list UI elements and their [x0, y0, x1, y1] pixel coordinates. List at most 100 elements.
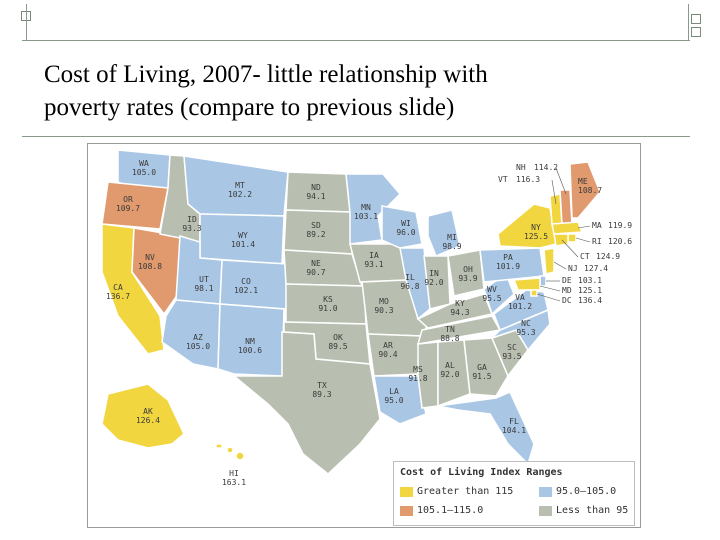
state-value-nd: 94.1 [306, 192, 325, 201]
slide-title-line-1: Cost of Living, 2007- little relationshi… [44, 61, 488, 88]
state-me [569, 161, 601, 219]
state-value-la: 95.0 [384, 396, 403, 405]
state-value-ia: 93.1 [364, 260, 383, 269]
state-code-al: AL [445, 361, 455, 370]
state-value-mi: 98.9 [442, 242, 461, 251]
state-value-wa: 105.0 [132, 168, 156, 177]
state-code-co: CO [241, 277, 251, 286]
legend-label: 95.0–105.0 [556, 486, 617, 497]
state-il [399, 247, 431, 321]
state-value-or: 109.7 [116, 204, 140, 213]
state-code-nm: NM [245, 337, 255, 346]
state-code-or: OR [123, 195, 133, 204]
state-code-nv: NV [145, 253, 155, 262]
slide-title: Cost of Living, 2007- little relationshi… [44, 58, 684, 124]
state-value-in: 92.0 [424, 278, 443, 287]
state-value-ks: 91.0 [318, 304, 337, 313]
state-code-hi: HI [229, 469, 239, 478]
state-md [512, 277, 541, 291]
state-value-vt: 116.3 [516, 175, 540, 184]
state-ny [497, 203, 557, 249]
state-az [161, 299, 221, 370]
state-ky [416, 293, 494, 329]
state-value-ms: 91.8 [408, 374, 427, 383]
state-value-tx: 89.3 [312, 390, 331, 399]
state-code-mn: MN [361, 203, 371, 212]
state-code-de: DE [562, 276, 572, 285]
state-va [493, 289, 549, 331]
state-value-wy: 101.4 [231, 240, 255, 249]
state-value-co: 102.1 [234, 286, 258, 295]
state-value-ct: 124.9 [596, 252, 620, 261]
state-code-tx: TX [317, 381, 327, 390]
state-value-fl: 104.1 [502, 426, 526, 435]
state-value-nc: 95.3 [516, 328, 535, 337]
state-value-va: 101.2 [508, 302, 532, 311]
legend-label: Greater than 115 [417, 486, 514, 497]
state-value-az: 105.0 [186, 342, 210, 351]
legend-swatch-orange [400, 505, 413, 516]
state-value-ar: 90.4 [378, 350, 397, 359]
state-nh [559, 189, 573, 225]
state-la [373, 375, 427, 425]
legend-swatch-yellow [400, 486, 413, 497]
state-value-mo: 90.3 [374, 306, 393, 315]
legend-item-greater-than-115: Greater than 115 [400, 486, 513, 497]
state-mi [427, 209, 461, 257]
state-code-va: VA [515, 293, 525, 302]
state-or [101, 181, 169, 230]
legend-label: 105.1–115.0 [417, 505, 484, 516]
state-code-mt: MT [235, 181, 245, 190]
state-code-md: MD [562, 286, 572, 295]
state-value-de: 103.1 [578, 276, 602, 285]
state-code-la: LA [389, 387, 399, 396]
state-code-il: IL [405, 273, 415, 282]
state-code-vt: VT [498, 175, 508, 184]
state-code-mo: MO [379, 297, 389, 306]
map-legend: Cost of Living Index Ranges Greater than… [393, 461, 635, 526]
state-code-ar: AR [383, 341, 393, 350]
state-value-ut: 98.1 [194, 284, 213, 293]
state-code-ia: IA [369, 251, 379, 260]
state-hi [215, 443, 223, 449]
state-value-pa: 101.9 [496, 262, 520, 271]
state-code-nd: ND [311, 183, 321, 192]
cost-of-living-map: WA 105.0 OR 109.7 CA 136.7 NV 108.8 ID 93.3 M… [87, 143, 641, 528]
state-code-ct: CT [580, 252, 590, 261]
state-co [219, 259, 289, 310]
legend-swatch-gray [539, 505, 552, 516]
state-code-ca: CA [113, 283, 123, 292]
legend-title: Cost of Living Index Ranges [400, 467, 563, 478]
state-value-mt: 102.2 [228, 190, 252, 199]
corner-square-top-right-1 [691, 14, 701, 24]
state-value-ca: 136.7 [106, 292, 130, 301]
state-value-oh: 93.9 [458, 274, 477, 283]
state-code-nh: NH [516, 163, 526, 172]
vertical-rule-right [688, 4, 689, 40]
state-value-nm: 100.6 [238, 346, 262, 355]
state-ri [567, 233, 577, 243]
state-value-sc: 93.5 [502, 352, 521, 361]
state-value-ne: 90.7 [306, 268, 325, 277]
state-value-ri: 120.6 [608, 237, 632, 246]
state-value-dc: 136.4 [578, 296, 602, 305]
state-code-fl: FL [509, 417, 519, 426]
state-value-ky: 94.3 [450, 308, 469, 317]
state-value-nh: 114.2 [534, 163, 558, 172]
state-nm [217, 303, 285, 377]
state-value-ga: 91.5 [472, 372, 491, 381]
state-code-tn: TN [445, 325, 455, 334]
state-code-ny: NY [531, 223, 541, 232]
state-code-me: ME [578, 177, 588, 186]
slide-title-line-2: poverty rates (compare to previous slide… [44, 94, 455, 121]
state-code-az: AZ [193, 333, 203, 342]
state-value-ak: 126.4 [136, 416, 160, 425]
state-code-sc: SC [507, 343, 517, 352]
state-value-ma: 119.9 [608, 221, 632, 230]
title-underline [22, 136, 690, 137]
state-code-sd: SD [311, 221, 321, 230]
state-code-id: ID [187, 215, 197, 224]
state-de [539, 275, 547, 287]
